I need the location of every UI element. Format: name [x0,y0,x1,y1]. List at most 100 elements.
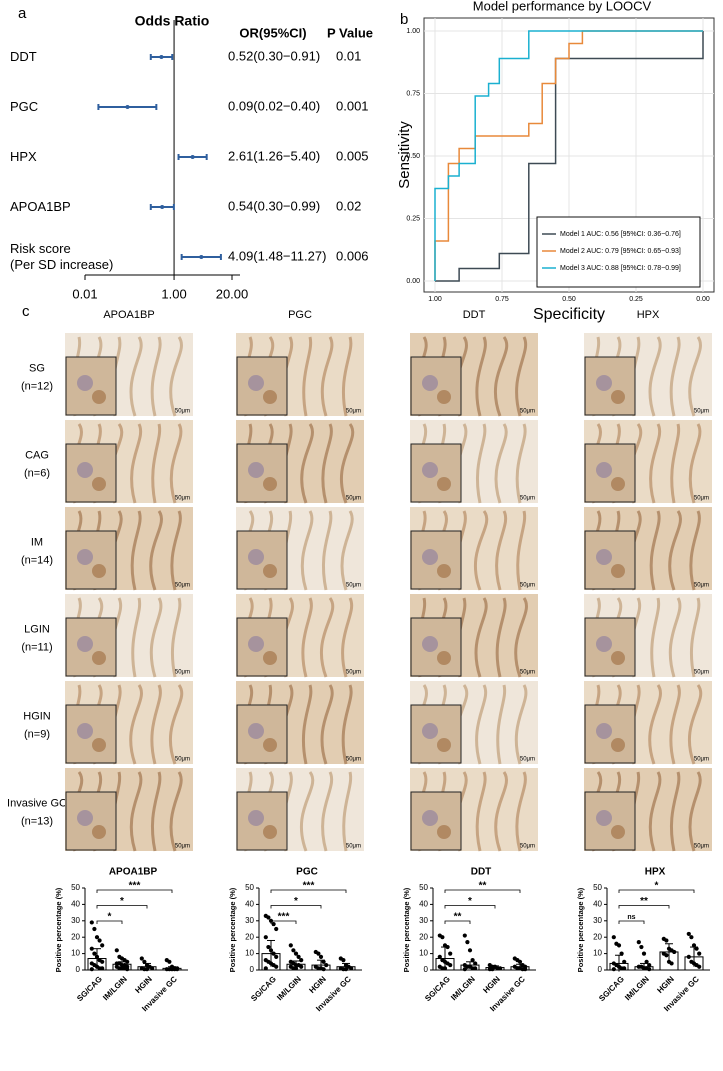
scale-bar-label: 50μm [520,583,535,589]
scale-bar-label: 50μm [175,496,190,502]
row-label: IM [31,536,43,548]
tissue-structure [514,597,528,678]
tissue-structure [129,336,143,417]
inset-cell [92,738,106,752]
column-header: OR(95%CI) [239,25,306,40]
inset-cell [596,636,612,652]
x-tick-label: HGIN [481,974,502,995]
inset-cell [596,375,612,391]
significance-label: ** [479,881,487,892]
data-point [694,946,699,951]
y-axis-label: Positive percentage (%) [54,887,63,972]
scale-bar-label: 50μm [694,670,709,676]
data-point [296,954,301,959]
scale-bar-label: 50μm [520,757,535,763]
data-point [100,943,105,948]
x-tick-label: SG/CAG [423,975,452,1004]
tissue-structure [670,423,681,504]
inset-cell [422,810,438,826]
row-label: HPX [10,149,37,164]
panel-label: b [400,11,408,28]
y-axis-label: Positive percentage (%) [576,887,585,972]
forest-title: Odds Ratio [135,13,210,29]
y-tick-label: 30 [593,916,602,925]
x-tick-label: HGIN [655,974,676,995]
column-header: HPX [637,309,660,321]
scale-bar-label: 50μm [175,670,190,676]
inset-cell [77,549,93,565]
scale-bar-label: 50μm [346,670,361,676]
odds-ratio-point [160,205,165,209]
inset-cell [263,651,277,665]
y-tick-label: 10 [71,949,80,958]
tissue-structure [649,423,662,504]
data-point [437,954,442,959]
p-value: 0.02 [336,198,361,213]
tissue-structure [494,423,508,504]
p-value: 0.001 [336,98,369,113]
inset-cell [422,375,438,391]
data-point [139,956,144,961]
y-tick-label: 10 [245,949,254,958]
data-point [647,962,652,968]
value-label: 0.54(0.30−0.99) [228,198,320,213]
data-point [448,951,453,956]
y-tick-label: 0.00 [406,278,420,285]
data-point [321,967,326,972]
x-tick-label: IM/LGIN [623,974,651,1002]
odds-ratio-point [199,255,204,259]
tissue-structure [301,684,313,765]
y-tick-label: 50 [245,883,254,892]
data-point [150,966,155,971]
row-label: PGC [10,99,39,114]
data-point [616,943,622,948]
tissue-structure [514,684,528,765]
tissue-structure [169,423,183,504]
inset-cell [422,549,438,565]
data-point [266,944,271,950]
data-point [89,946,94,951]
inset-cell [263,564,277,578]
tissue-structure [320,684,334,765]
column-header: DDT [463,309,486,321]
data-point [97,938,102,943]
data-point [473,961,478,966]
y-axis-label: Positive percentage (%) [402,887,411,972]
inset-cell [92,825,106,839]
inset-cell [596,462,612,478]
significance-bracket [270,905,322,909]
tissue-structure [320,336,334,417]
value-label: 4.09(1.48−11.27) [228,248,326,263]
y-tick-label: 0.50 [406,153,420,160]
y-tick-label: 20 [71,932,80,941]
inset-cell [437,564,451,578]
data-point [440,935,445,940]
inset-cell [248,549,264,565]
inset-cell [92,477,106,491]
data-point [92,926,97,932]
tissue-structure [341,336,353,417]
data-point [299,958,304,963]
inset-cell [422,723,438,739]
tissue-structure [473,510,489,591]
tissue-structure [149,510,163,591]
tissue-structure [689,597,701,678]
inset-cell [248,462,264,478]
y-axis-label: Positive percentage (%) [228,887,237,972]
scale-bar-label: 50μm [694,583,709,589]
data-point [473,966,478,971]
tissue-structure [150,336,162,417]
column-header: P Value [327,25,373,40]
significance-bracket [618,889,695,893]
data-point [125,959,130,964]
x-tick-label: 1.00 [428,296,442,303]
tissue-structure [321,423,333,504]
data-point [291,948,296,953]
significance-bracket [96,920,123,924]
data-point [490,967,495,972]
tissue-structure [515,336,528,417]
y-tick-label: 1.00 [406,28,420,35]
inset-cell [437,825,451,839]
legend-label: Model 3 AUC: 0.88 [95%CI: 0.78−0.99] [560,265,681,272]
